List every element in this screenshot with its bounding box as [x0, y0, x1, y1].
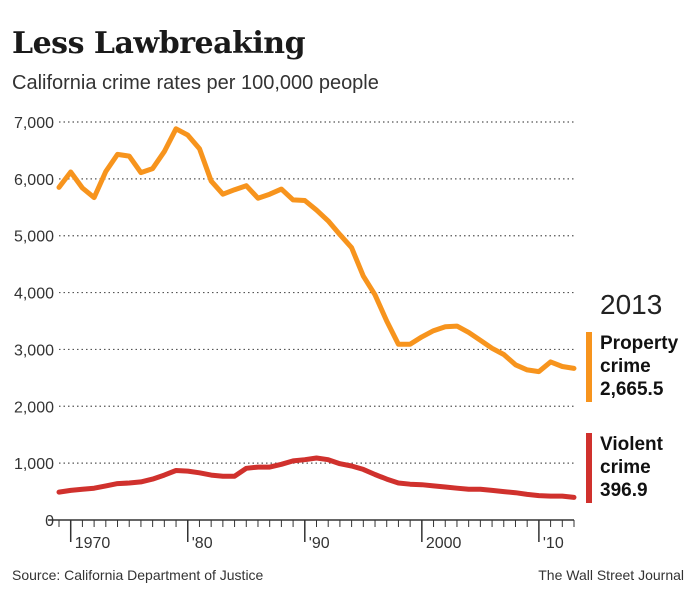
y-axis-ticks: 0 1,000 2,000 3,000 4,000 5,000 6,000 7,000: [14, 115, 54, 530]
y-tick-label: 3,000: [14, 342, 54, 359]
property-crime-label-line1: Property: [600, 333, 679, 354]
x-tick-label: '80: [192, 535, 213, 552]
property-crime-value: 2,665.5: [600, 379, 664, 400]
gridlines: [59, 121, 574, 464]
y-tick-label: 6,000: [14, 172, 54, 189]
publisher-credit: The Wall Street Journal: [538, 567, 684, 583]
property-crime-label-line2: crime: [600, 356, 651, 377]
violent-crime-label-line2: crime: [600, 457, 651, 478]
y-tick-label: 0: [45, 513, 54, 530]
property-crime-color-bar: [586, 332, 592, 402]
violent-crime-label-line1: Violent: [600, 434, 663, 455]
x-tick-label: '10: [543, 535, 564, 552]
y-tick-label: 7,000: [14, 115, 54, 132]
source-note: Source: California Department of Justice: [12, 567, 264, 583]
data-lines: [56, 126, 577, 500]
chart-subtitle: California crime rates per 100,000 peopl…: [12, 72, 379, 94]
y-tick-label: 5,000: [14, 229, 54, 246]
chart-title: Less Lawbreaking: [12, 26, 306, 61]
x-tick-label: '90: [309, 535, 330, 552]
latest-year-label: 2013: [600, 289, 663, 320]
violent-crime-value: 396.9: [600, 480, 648, 501]
violent-crime-line: [56, 455, 577, 500]
x-axis: 1970 '80 '90 2000 '10: [48, 519, 575, 552]
y-tick-label: 1,000: [14, 456, 54, 473]
y-tick-label: 2,000: [14, 399, 54, 416]
violent-crime-callout: Violent crime 396.9: [600, 433, 663, 502]
y-tick-label: 4,000: [14, 286, 54, 303]
violent-crime-color-bar: [586, 433, 592, 503]
property-crime-callout: Property crime 2,665.5: [600, 332, 678, 401]
property-crime-line: [56, 126, 577, 375]
x-tick-label: 2000: [426, 535, 462, 552]
x-tick-label: 1970: [75, 535, 111, 552]
